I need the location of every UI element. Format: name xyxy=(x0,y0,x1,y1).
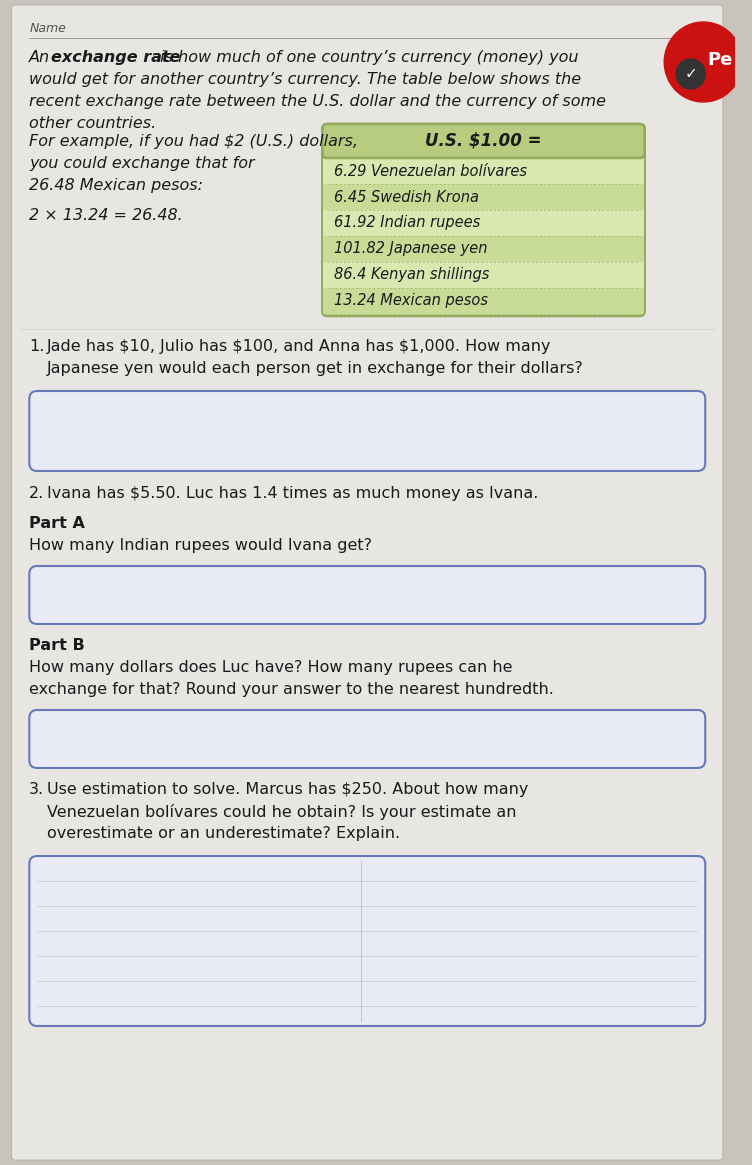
Text: exchange rate: exchange rate xyxy=(51,50,180,65)
FancyBboxPatch shape xyxy=(29,566,705,624)
Text: other countries.: other countries. xyxy=(29,116,156,130)
Circle shape xyxy=(664,22,742,103)
Text: How many Indian rupees would Ivana get?: How many Indian rupees would Ivana get? xyxy=(29,538,372,553)
Text: 2.: 2. xyxy=(29,486,44,501)
Text: Part A: Part A xyxy=(29,516,85,531)
Text: 6.45 Swedish Krona: 6.45 Swedish Krona xyxy=(334,190,479,205)
Circle shape xyxy=(676,59,705,89)
Text: For example, if you had $2 (U.S.) dollars,: For example, if you had $2 (U.S.) dollar… xyxy=(29,134,358,149)
Text: 13.24 Mexican pesos: 13.24 Mexican pesos xyxy=(334,294,488,309)
Bar xyxy=(323,210,644,236)
Bar xyxy=(323,288,644,315)
Text: Japanese yen would each person get in exchange for their dollars?: Japanese yen would each person get in ex… xyxy=(47,361,584,376)
Text: How many dollars does Luc have? How many rupees can he: How many dollars does Luc have? How many… xyxy=(29,661,513,675)
Text: 1.: 1. xyxy=(29,339,44,354)
Bar xyxy=(323,262,644,288)
Text: Ivana has $5.50. Luc has 1.4 times as much money as Ivana.: Ivana has $5.50. Luc has 1.4 times as mu… xyxy=(47,486,538,501)
Text: 61.92 Indian rupees: 61.92 Indian rupees xyxy=(334,216,481,231)
Bar xyxy=(323,236,644,262)
Text: 86.4 Kenyan shillings: 86.4 Kenyan shillings xyxy=(334,268,490,282)
Text: An: An xyxy=(29,50,56,65)
Text: Venezuelan bolívares could he obtain? Is your estimate an: Venezuelan bolívares could he obtain? Is… xyxy=(47,804,517,820)
Text: would get for another country’s currency. The table below shows the: would get for another country’s currency… xyxy=(29,72,581,87)
FancyBboxPatch shape xyxy=(29,391,705,471)
Text: Name: Name xyxy=(29,22,66,35)
Text: 3.: 3. xyxy=(29,782,44,797)
Text: ✓: ✓ xyxy=(684,66,697,82)
Text: exchange for that? Round your answer to the nearest hundredth.: exchange for that? Round your answer to … xyxy=(29,682,554,697)
Text: 26.48 Mexican pesos:: 26.48 Mexican pesos: xyxy=(29,178,203,193)
Text: 2 × 13.24 = 26.48.: 2 × 13.24 = 26.48. xyxy=(29,209,183,223)
FancyBboxPatch shape xyxy=(323,123,644,316)
FancyBboxPatch shape xyxy=(323,123,644,158)
Text: is how much of one country’s currency (money) you: is how much of one country’s currency (m… xyxy=(156,50,579,65)
Text: you could exchange that for: you could exchange that for xyxy=(29,156,255,171)
Text: 101.82 Japanese yen: 101.82 Japanese yen xyxy=(334,241,487,256)
FancyBboxPatch shape xyxy=(29,709,705,768)
Bar xyxy=(323,184,644,210)
Text: Pe: Pe xyxy=(707,51,732,69)
Text: overestimate or an underestimate? Explain.: overestimate or an underestimate? Explai… xyxy=(47,826,400,841)
FancyBboxPatch shape xyxy=(29,856,705,1026)
Text: Jade has $10, Julio has $100, and Anna has $1,000. How many: Jade has $10, Julio has $100, and Anna h… xyxy=(47,339,551,354)
Text: Use estimation to solve. Marcus has $250. About how many: Use estimation to solve. Marcus has $250… xyxy=(47,782,528,797)
Text: U.S. $1.00 =: U.S. $1.00 = xyxy=(426,132,541,150)
FancyBboxPatch shape xyxy=(12,5,723,1160)
Bar xyxy=(323,158,644,184)
Text: recent exchange rate between the U.S. dollar and the currency of some: recent exchange rate between the U.S. do… xyxy=(29,94,606,110)
Text: Part B: Part B xyxy=(29,638,85,654)
Text: 6.29 Venezuelan bolívares: 6.29 Venezuelan bolívares xyxy=(334,163,527,178)
